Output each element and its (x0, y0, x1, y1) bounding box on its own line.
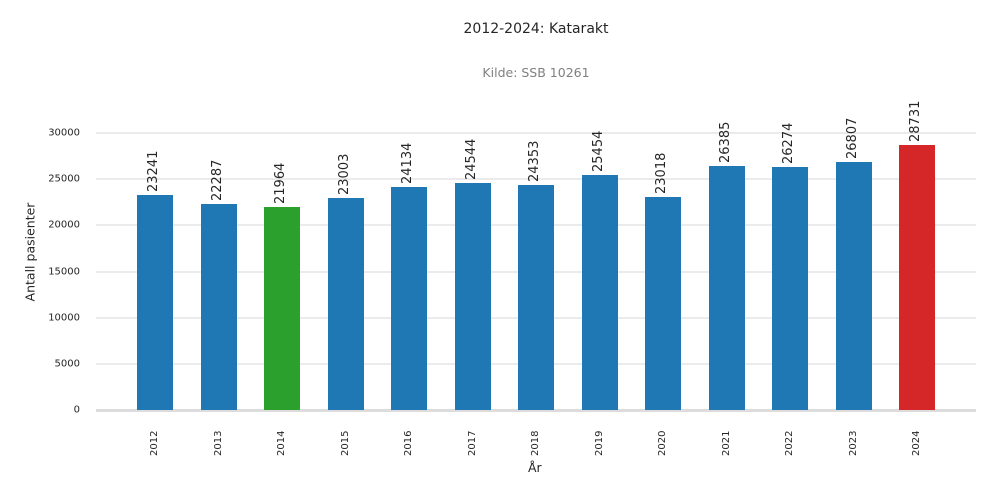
bar-value-label: 26385 (717, 122, 733, 164)
x-tick-label: 2021 (720, 430, 732, 456)
bar-2012 (137, 195, 173, 410)
y-tick-label: 20000 (48, 219, 80, 231)
y-tick-label: 10000 (48, 312, 80, 324)
bar-value-label: 23018 (654, 153, 669, 195)
bar-2021 (708, 166, 745, 410)
bar-2013 (200, 204, 237, 410)
bar-value-label: 22287 (209, 159, 225, 202)
bar-value-label: 26274 (781, 123, 796, 165)
bar-value-label: 24134 (400, 142, 415, 185)
y-tick-label: 5000 (54, 358, 80, 370)
bar-2017 (454, 183, 491, 410)
bar-value-label: 24544 (463, 139, 479, 181)
x-tick-label: 2024 (911, 430, 922, 456)
gridline (96, 132, 976, 134)
bar-2014 (264, 207, 300, 410)
x-tick-label: 2018 (530, 430, 541, 456)
chart-subtitle: Kilde: SSB 10261 (482, 65, 590, 80)
plot-area (96, 132, 976, 412)
x-axis-label: År (528, 460, 542, 475)
bar-value-label: 28731 (908, 100, 923, 142)
x-tick-label: 2015 (339, 430, 351, 456)
bar-value-label: 26807 (844, 118, 860, 160)
x-tick-label: 2022 (784, 430, 795, 456)
bar-value-label: 23241 (146, 151, 161, 193)
bar-2020 (645, 197, 681, 410)
bar-value-label: 25454 (590, 130, 606, 172)
chart-title: 2012-2024: Katarakt (463, 21, 609, 37)
x-tick-label: 2014 (276, 430, 287, 456)
x-tick-label: 2020 (657, 430, 668, 456)
y-tick-label: 25000 (48, 173, 80, 185)
bar-2024 (899, 144, 935, 410)
y-tick-label: 15000 (48, 266, 80, 277)
bar-value-label: 23003 (336, 153, 352, 195)
y-tick-label: 0 (73, 404, 80, 416)
x-tick-label: 2012 (149, 430, 160, 456)
x-axis-baseline (96, 409, 976, 412)
bar-value-label: 21964 (273, 162, 288, 205)
y-tick-label: 30000 (48, 127, 80, 139)
x-tick-label: 2017 (466, 430, 478, 456)
x-tick-label: 2019 (593, 430, 605, 456)
x-tick-label: 2013 (212, 430, 224, 456)
y-axis-label: Antall pasienter (22, 202, 38, 302)
bar-2022 (772, 167, 808, 410)
x-tick-label: 2023 (847, 430, 859, 456)
bar-2015 (327, 197, 364, 410)
x-tick-label: 2016 (403, 430, 414, 456)
bar-2019 (581, 174, 618, 410)
bar-value-label: 24353 (527, 140, 542, 183)
bar-2016 (391, 187, 427, 410)
bar-2018 (518, 185, 554, 410)
gridline (96, 178, 976, 181)
bar-2023 (835, 162, 872, 410)
